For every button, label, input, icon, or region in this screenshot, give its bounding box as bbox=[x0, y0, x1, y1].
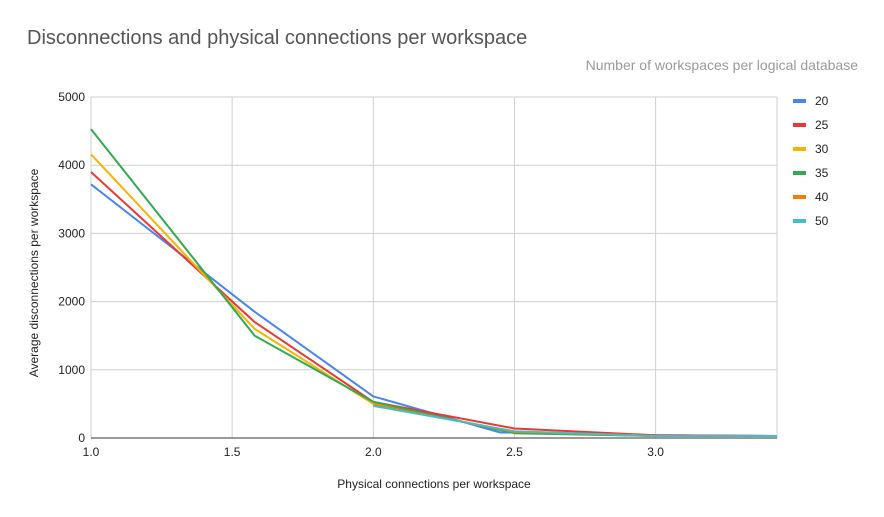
y-tick-label: 2000 bbox=[58, 295, 85, 309]
x-tick-label: 2.5 bbox=[506, 445, 523, 459]
chart-title: Disconnections and physical connections … bbox=[27, 27, 528, 49]
x-tick-label: 2.0 bbox=[365, 445, 382, 459]
legend: 20 25 30 35 40 50 bbox=[793, 94, 829, 228]
legend-label-50: 50 bbox=[815, 214, 829, 228]
series-line-20 bbox=[90, 183, 778, 437]
y-axis-label: Average disconnections per workspace bbox=[27, 168, 41, 377]
series-line-50 bbox=[373, 404, 777, 437]
x-tick-label: 1.5 bbox=[224, 445, 241, 459]
x-tick-label: 3.0 bbox=[647, 445, 664, 459]
y-tick-label: 3000 bbox=[58, 226, 85, 240]
x-axis-label: Physical connections per workspace bbox=[337, 477, 531, 491]
legend-label-40: 40 bbox=[815, 190, 829, 204]
tick-labels: 1.0 1.5 2.0 2.5 3.0 0 1000 2000 3000 4000 5000 bbox=[58, 90, 664, 459]
legend-label-25: 25 bbox=[815, 118, 829, 132]
y-tick-label: 4000 bbox=[58, 158, 85, 172]
y-tick-label: 0 bbox=[78, 431, 85, 445]
legend-label-20: 20 bbox=[815, 94, 829, 108]
legend-title: Number of workspaces per logical databas… bbox=[585, 57, 858, 73]
legend-label-30: 30 bbox=[815, 142, 829, 156]
series-lines bbox=[90, 128, 778, 437]
x-tick-label: 1.0 bbox=[83, 445, 100, 459]
y-tick-label: 5000 bbox=[58, 90, 85, 104]
series-line-30 bbox=[90, 153, 777, 437]
series-line-35 bbox=[90, 128, 777, 437]
series-line-25 bbox=[90, 171, 778, 437]
legend-label-35: 35 bbox=[815, 166, 829, 180]
y-tick-label: 1000 bbox=[58, 363, 85, 377]
